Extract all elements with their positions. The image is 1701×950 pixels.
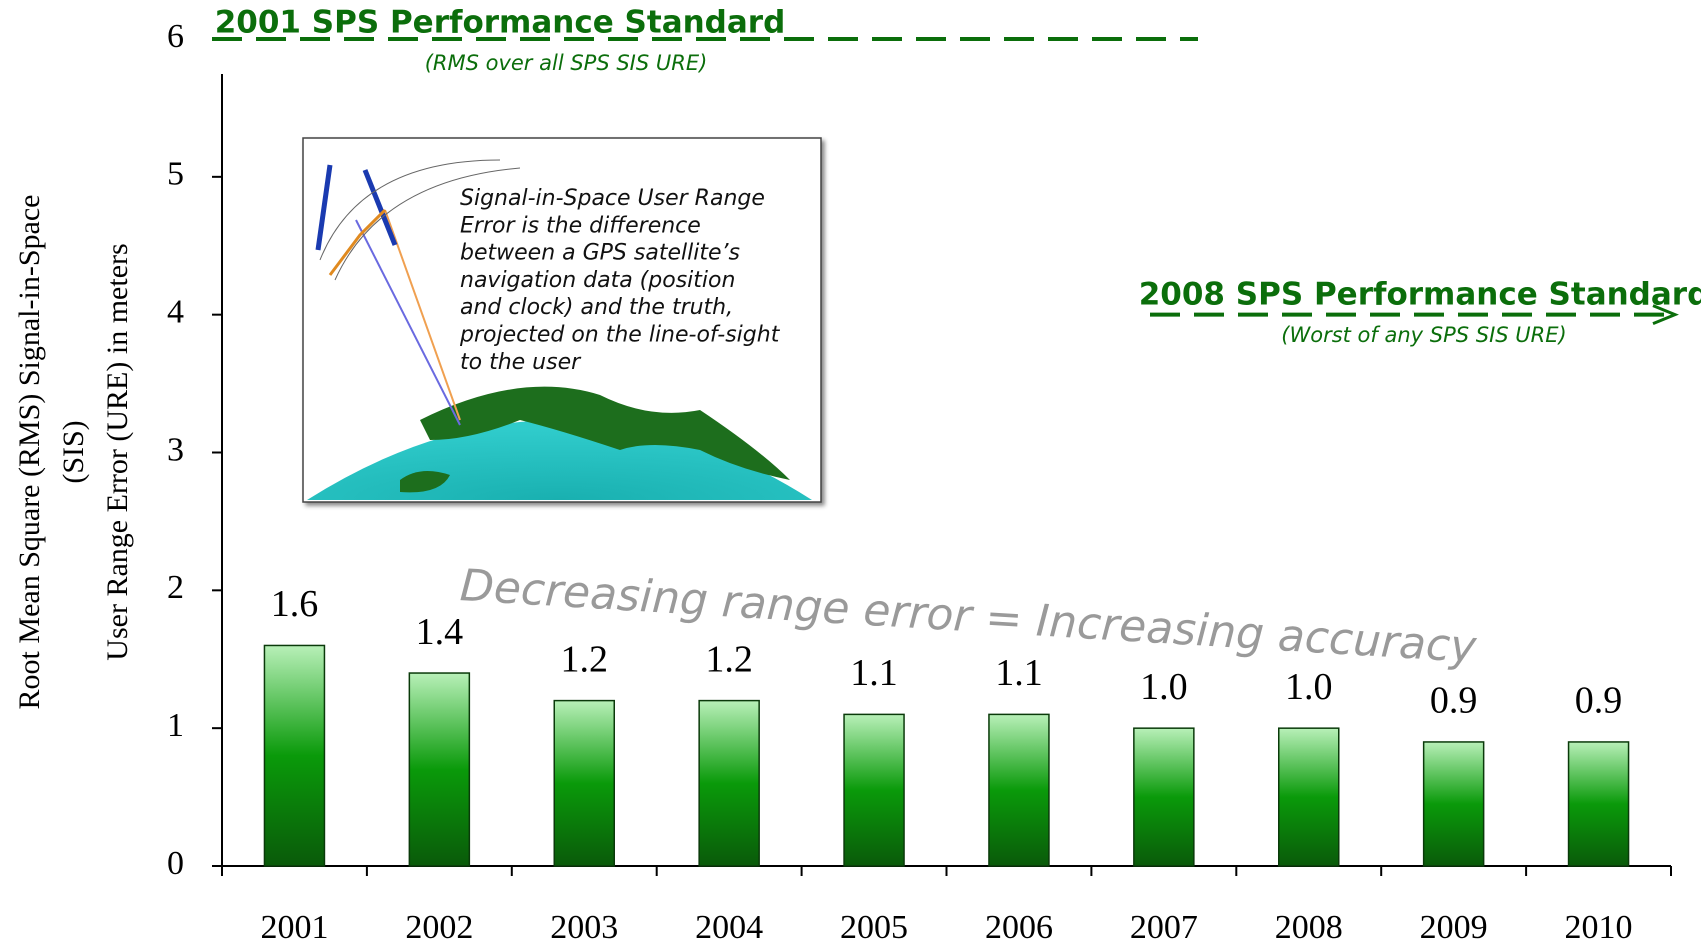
bar — [554, 701, 614, 866]
y-axis-label: (SIS) — [57, 420, 90, 483]
value-label: 1.0 — [1140, 666, 1188, 708]
value-label: 1.1 — [995, 652, 1043, 694]
bar — [989, 714, 1049, 866]
y-tick-label: 0 — [167, 845, 184, 882]
chart: Signal-in-Space User RangeError is the d… — [0, 0, 1701, 950]
inset-text-line: between a GPS satellite’s — [460, 241, 740, 266]
x-tick-label: 2003 — [550, 909, 618, 946]
x-tick-label: 2008 — [1275, 909, 1343, 946]
bar — [1134, 728, 1194, 866]
reference-label: 2008 SPS Performance Standard — [1139, 277, 1701, 313]
x-tick-label: 2001 — [260, 909, 328, 946]
reference-label: 2001 SPS Performance Standard — [215, 5, 786, 41]
inset-text-line: navigation data (position — [460, 268, 735, 293]
y-tick-label: 4 — [167, 293, 184, 330]
bar — [844, 714, 904, 866]
value-label: 1.4 — [416, 611, 464, 653]
inset-text-line: and clock) and the truth, — [460, 295, 733, 320]
reference-sublabel: (Worst of any SPS SIS URE) — [1281, 323, 1566, 347]
y-tick-label: 1 — [167, 707, 184, 744]
y-axis-label: Root Mean Square (RMS) Signal-in-Space — [13, 195, 46, 710]
inset-text-line: projected on the line-of-sight — [459, 323, 781, 348]
bar — [699, 701, 759, 866]
x-tick-label: 2002 — [405, 909, 473, 946]
value-label: 0.9 — [1430, 680, 1478, 722]
bar — [1569, 742, 1629, 866]
inset-text-line: Error is the difference — [460, 213, 701, 238]
x-tick-label: 2004 — [695, 909, 763, 946]
value-label: 1.2 — [705, 638, 753, 680]
annotation: Decreasing range error = Increasing accu… — [459, 560, 1479, 673]
y-tick-label: 5 — [167, 156, 184, 193]
value-label: 1.1 — [850, 652, 898, 694]
y-tick-label: 6 — [167, 18, 184, 55]
bar — [264, 645, 324, 866]
value-label: 0.9 — [1575, 680, 1623, 722]
x-tick-label: 2007 — [1130, 909, 1198, 946]
inset-text-line: Signal-in-Space User Range — [460, 186, 765, 211]
x-tick-label: 2005 — [840, 909, 908, 946]
y-tick-label: 3 — [167, 431, 184, 468]
reference-sublabel: (RMS over all SPS SIS URE) — [425, 51, 708, 75]
value-label: 1.2 — [561, 638, 609, 680]
y-tick-label: 2 — [167, 569, 184, 606]
bar — [1279, 728, 1339, 866]
bar — [409, 673, 469, 866]
x-tick-label: 2009 — [1420, 909, 1488, 946]
x-tick-label: 2006 — [985, 909, 1053, 946]
bar — [1424, 742, 1484, 866]
y-axis-label: User Range Error (URE) in meters — [101, 243, 134, 660]
x-tick-label: 2010 — [1565, 909, 1633, 946]
inset-text-line: to the user — [460, 350, 582, 375]
value-label: 1.6 — [271, 583, 319, 625]
value-label: 1.0 — [1285, 666, 1333, 708]
